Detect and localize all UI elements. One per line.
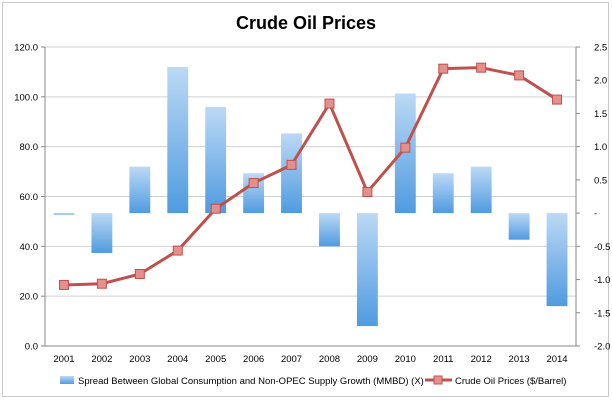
bar-series	[53, 66, 568, 327]
x-tick-label: 2013	[509, 354, 530, 365]
y-right-tick-label: -0.5	[594, 242, 610, 253]
x-tick-label: 2005	[205, 354, 226, 365]
gridlines	[45, 46, 576, 297]
y-right-tick-label: 2.0	[594, 76, 607, 87]
bar	[546, 213, 568, 307]
price-point	[96, 278, 107, 289]
x-tick-label: 2007	[281, 354, 302, 365]
price-point	[514, 70, 525, 81]
price-point	[438, 63, 449, 74]
bar	[91, 213, 113, 253]
x-tick-label: 2001	[53, 354, 74, 365]
x-tick-label: 2003	[129, 354, 150, 365]
y-right-tick-label: -2.0	[594, 342, 610, 353]
y-left-tick-label: 40.0	[20, 242, 39, 253]
x-tick-label: 2012	[471, 354, 492, 365]
y-right-tick-label: -	[594, 209, 597, 220]
legend: Spread Between Global Consumption and No…	[60, 375, 566, 387]
price-point	[286, 159, 297, 170]
bar	[167, 66, 189, 214]
price-point	[476, 62, 487, 73]
axes: 0.020.040.060.080.0100.0120.0-2.0-1.5-1.…	[14, 43, 610, 366]
x-tick-label: 2010	[395, 354, 416, 365]
bar	[205, 106, 227, 214]
price-point	[324, 98, 335, 109]
bar	[394, 93, 416, 214]
bar	[508, 213, 530, 240]
legend-bar-label: Spread Between Global Consumption and No…	[78, 376, 424, 387]
y-left-tick-label: 20.0	[20, 292, 39, 303]
price-point	[172, 245, 183, 256]
y-left-tick-label: 120.0	[14, 43, 38, 54]
bar	[356, 213, 378, 327]
x-tick-label: 2002	[91, 354, 112, 365]
price-point	[134, 268, 145, 279]
x-tick-label: 2006	[243, 354, 264, 365]
bar	[129, 166, 151, 214]
bar	[470, 166, 492, 214]
line-series	[58, 62, 563, 290]
bar	[281, 133, 302, 214]
y-right-tick-label: 1.5	[594, 109, 607, 120]
x-tick-label: 2009	[357, 354, 378, 365]
legend-line-label: Crude Oil Prices ($/Barrel)	[455, 376, 566, 387]
chart-frame	[2, 2, 609, 397]
price-point	[58, 279, 69, 290]
y-left-tick-label: 60.0	[20, 192, 39, 203]
price-point	[210, 203, 221, 214]
y-right-tick-label: -1.0	[594, 275, 610, 286]
y-right-tick-label: 0.5	[594, 175, 607, 186]
legend-bar-swatch	[60, 376, 74, 384]
price-point	[400, 142, 411, 153]
y-right-tick-label: -1.5	[594, 308, 610, 319]
y-right-tick-label: 1.0	[594, 142, 607, 153]
bar	[319, 213, 340, 247]
x-tick-label: 2011	[433, 354, 453, 365]
x-tick-label: 2008	[319, 354, 340, 365]
bar	[432, 173, 454, 214]
price-point	[552, 94, 563, 105]
y-right-tick-label: 2.5	[594, 43, 607, 54]
y-left-tick-label: 0.0	[25, 342, 38, 353]
y-left-tick-label: 100.0	[14, 92, 38, 103]
price-point	[362, 187, 373, 198]
x-tick-label: 2004	[167, 354, 188, 365]
bar	[243, 173, 265, 214]
x-tick-label: 2014	[546, 354, 567, 365]
bar	[53, 213, 75, 215]
price-line	[63, 66, 558, 287]
price-point	[248, 178, 259, 189]
y-left-tick-label: 80.0	[20, 142, 39, 153]
chart-title: Crude Oil Prices	[236, 13, 376, 33]
legend-line-marker	[433, 375, 443, 385]
